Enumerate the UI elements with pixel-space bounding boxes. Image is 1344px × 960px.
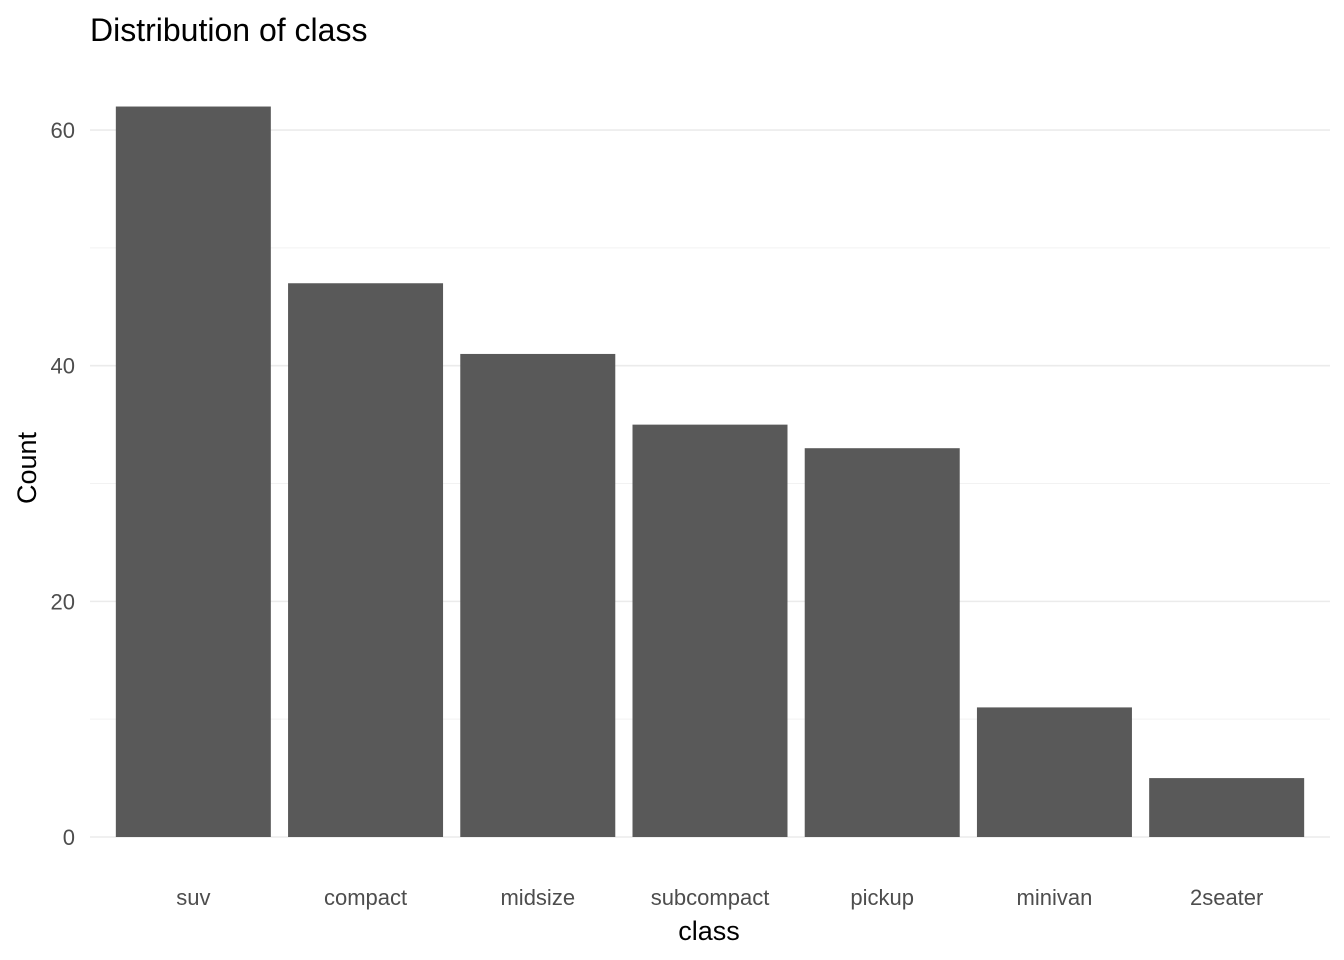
y-tick-label: 40 bbox=[51, 354, 75, 379]
x-tick-label: minivan bbox=[1017, 885, 1093, 910]
y-tick-label: 60 bbox=[51, 118, 75, 143]
bar-midsize bbox=[460, 353, 616, 837]
bar-minivan bbox=[976, 707, 1132, 837]
bars bbox=[115, 106, 1305, 838]
chart-title: Distribution of class bbox=[90, 12, 367, 48]
y-tick-label: 0 bbox=[63, 825, 75, 850]
x-tick-label: suv bbox=[176, 885, 210, 910]
y-tick-label: 20 bbox=[51, 589, 75, 614]
bar-suv bbox=[115, 106, 271, 838]
x-tick-label: 2seater bbox=[1190, 885, 1263, 910]
bar-2seater bbox=[1149, 778, 1305, 837]
x-axis-title: class bbox=[678, 916, 740, 946]
bar-subcompact bbox=[632, 424, 788, 837]
bar-pickup bbox=[804, 448, 960, 837]
x-axis-tick-labels: suv compact midsize subcompact pickup minivan… bbox=[176, 885, 1263, 910]
x-tick-label: compact bbox=[324, 885, 407, 910]
x-tick-label: pickup bbox=[850, 885, 914, 910]
bar-compact bbox=[288, 283, 444, 837]
x-tick-label: midsize bbox=[500, 885, 575, 910]
x-tick-label: subcompact bbox=[651, 885, 770, 910]
y-axis-tick-labels: 0 20 40 60 bbox=[51, 118, 75, 850]
y-axis-title: Count bbox=[12, 431, 42, 504]
